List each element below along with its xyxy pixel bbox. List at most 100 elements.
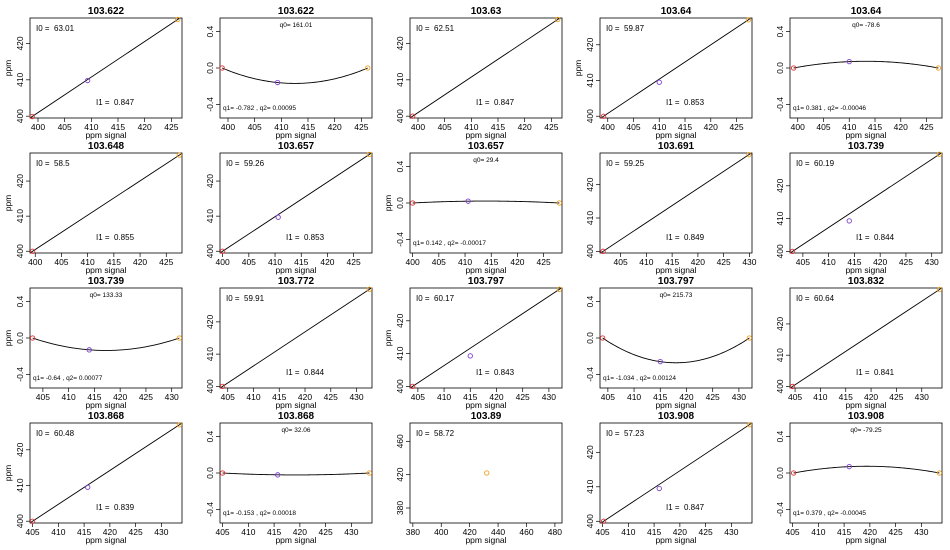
x-axis-label: ppm signal [275,265,316,275]
x-tick-label: 415 [111,122,125,132]
i1-label: I1 = [286,368,300,377]
chart-panel: 103.64 400 405 410 415 420 425 -0.4 0.0 0.4 ppm si… [760,0,950,140]
i1-label: I1 = [286,233,300,242]
i0-label: I0 = [226,159,240,168]
q0-annotation: q0= -79.25 [850,427,882,434]
i0-value: 63.01 [54,24,75,33]
chart-title: 103.64 [851,6,882,17]
y-tick-label: 400 [205,379,215,393]
i0-value: 59.87 [624,24,645,33]
i0-label: I0 = [416,429,430,438]
data-point [465,198,471,204]
x-tick-label: 420 [691,257,705,267]
x-tick-label: 420 [293,527,307,537]
y-tick-label: 410 [15,72,25,86]
chart-title: 103.63 [471,6,502,17]
y-axis-label: ppm [3,465,13,482]
chart-panel: 103.648 400 405 410 415 420 425 400 410 420 ppm si… [0,135,190,275]
y-axis-label: ppm [3,195,13,212]
fit-curve [221,67,368,84]
fit-line [790,153,942,253]
data-point [789,383,796,390]
i1-label: I1 = [476,368,490,377]
y-tick-label: 410 [395,346,405,360]
plot-frame [219,287,373,389]
chart-svg: 103.63 400 405 410 415 420 425 400 410 420 ppm sig… [395,6,563,140]
x-tick-label: 425 [354,122,368,132]
data-point [556,200,563,206]
plot-frame [29,422,183,524]
y-tick-label: -0.4 [395,232,405,247]
x-tick-label: 400 [434,527,448,537]
data-point [556,286,563,292]
fit-line [30,153,182,253]
x-tick-label: 405 [215,527,229,537]
y-tick-label: 0.4 [775,25,785,37]
data-point [366,151,373,158]
x-tick-label: 425 [899,257,913,267]
x-tick-label: 405 [54,257,68,267]
x-tick-label: 400 [411,122,425,132]
data-point [219,470,226,476]
plot-frame [219,422,373,524]
y-tick-label: 410 [15,478,25,492]
x-tick-label: 380 [406,527,420,537]
chart-title: 103.64 [661,6,692,17]
data-point [29,518,36,524]
plot-frame [789,152,943,254]
data-point [219,383,226,390]
plot-frame [789,287,943,389]
x-tick-label: 410 [246,392,260,402]
y-axis-label: ppm [383,195,393,212]
chart-title: 103.648 [88,141,125,152]
chart-panel: 103.657 400 405 410 415 420 425 400 410 420 ppm si… [190,135,380,275]
i1-label: I1 = [476,98,490,107]
x-axis-label: ppm signal [465,265,506,275]
x-tick-label: 415 [484,257,498,267]
i0-value: 60.64 [814,294,835,303]
chart-panel: 103.868 405 410 415 420 425 430 400 410 420 ppm si… [0,405,190,545]
data-point [746,335,753,341]
chart-panel: 103.908 405 410 415 420 425 430 -0.4 0.0 0.4 ppm s… [760,405,950,545]
y-tick-label: 410 [585,479,595,493]
data-point [846,463,852,470]
chart-title: 103.89 [471,411,502,422]
x-tick-label: 410 [652,122,666,132]
chart-title: 103.797 [658,276,695,287]
data-point [555,16,561,23]
x-axis-label: ppm signal [85,400,126,410]
fit-line [410,288,562,388]
i0-value: 59.25 [624,159,645,168]
q1-q2-annotation: q1= -1.034 , q2= 0.00124 [603,375,676,382]
y-tick-label: 420 [585,445,595,459]
x-axis-label: ppm signal [845,535,886,545]
x-axis-label: ppm signal [85,535,126,545]
fit-curve [793,60,939,69]
x-tick-label: 410 [274,122,288,132]
x-axis-label: ppm signal [275,400,316,410]
y-tick-label: -0.4 [205,502,215,517]
x-tick-label: 410 [268,257,282,267]
y-tick-label: 420 [395,36,405,50]
i1-value: 0.844 [304,368,325,377]
x-axis-label: ppm signal [275,130,316,140]
chart-svg: 103.797 405 410 415 420 425 430 -0.4 0.0 0.4 ppm s… [585,276,753,410]
x-tick-label: 425 [139,392,153,402]
x-tick-label: 405 [411,392,425,402]
i1-value: 0.853 [304,233,325,242]
x-tick-label: 430 [344,527,358,537]
x-tick-label: 425 [159,257,173,267]
i0-label: I0 = [606,159,620,168]
y-tick-label: 0.4 [775,430,785,442]
y-tick-label: 420 [775,178,785,192]
y-tick-label: 400 [585,514,595,528]
i1-label: I1 = [96,98,110,107]
x-tick-label: 480 [548,527,562,537]
x-tick-label: 405 [595,527,609,537]
y-tick-label: 400 [205,244,215,258]
q0-annotation: q0= 29.4 [473,157,499,164]
y-tick-label: 410 [205,347,215,361]
q1-q2-annotation: q1= 0.379 , q2= -0.00045 [793,510,866,517]
x-tick-label: 405 [36,392,50,402]
plot-frame [599,152,753,254]
